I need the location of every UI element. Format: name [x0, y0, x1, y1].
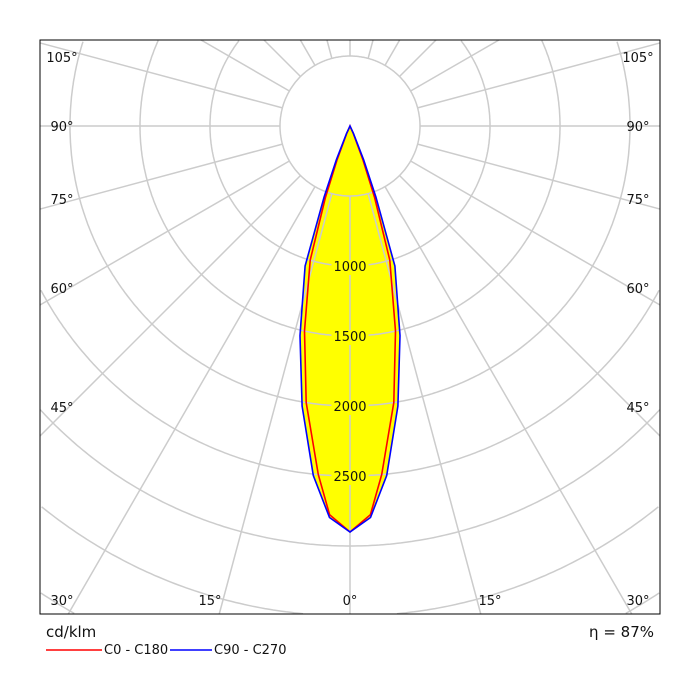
- grid-radial-line: [39, 160, 290, 306]
- radial-tick-label: 1000: [333, 260, 366, 275]
- radial-tick-label: 2000: [333, 400, 366, 415]
- grid-radial-line: [300, 193, 333, 532]
- grid-radial-line: [398, 174, 661, 437]
- grid-radial-line: [39, 143, 283, 210]
- tick-label-bg: [331, 400, 369, 415]
- angle-label-right: 45°: [626, 401, 649, 416]
- grid-circle: [139, 40, 561, 337]
- grid-circle: [39, 409, 661, 547]
- grid-radial-line: [39, 174, 302, 437]
- grid-radial-line: [417, 42, 661, 109]
- unit-label: cd/klm: [46, 623, 97, 641]
- angle-label-right: 75°: [626, 193, 649, 208]
- angle-label-right: 90°: [626, 120, 649, 135]
- polar-grid: [39, 39, 661, 615]
- radial-tick-label: 2500: [333, 470, 366, 485]
- angle-labels: 105° 90° 75° 60° 45° 30° 15° 105° 90° 75° 60° 45° 30…: [46, 51, 653, 609]
- grid-radial-line: [263, 39, 302, 78]
- grid-circle: [41, 506, 659, 615]
- grid-radial-line: [417, 143, 661, 210]
- grid-radial-line: [326, 39, 333, 59]
- angle-label-right: 30°: [626, 594, 649, 609]
- efficiency-label: η = 87%: [589, 623, 654, 641]
- angle-label-right: 105°: [622, 51, 653, 66]
- tick-label-bg: [331, 470, 369, 485]
- grid-radial-line: [384, 39, 401, 66]
- angle-label-left: 105°: [46, 51, 77, 66]
- angle-label-right: 60°: [626, 282, 649, 297]
- grid-circle: [69, 41, 631, 407]
- grid-radial-line: [398, 39, 437, 78]
- grid-radial-line: [299, 39, 316, 66]
- grid-radial-line: [67, 186, 316, 615]
- grid-radial-line: [200, 39, 290, 92]
- grid-radial-line: [39, 42, 283, 109]
- grid-radial-line: [367, 193, 400, 532]
- angle-label-zero: 0°: [343, 594, 358, 609]
- radial-tick-labels: 1000 1500 2000 2500: [331, 260, 369, 485]
- grid-circle: [40, 592, 660, 615]
- grid-circle: [209, 40, 491, 267]
- grid-radial-line: [410, 160, 661, 306]
- chart-frame: [39, 39, 661, 615]
- angle-label-left: 75°: [50, 193, 73, 208]
- tick-label-bg: [331, 260, 369, 275]
- angle-label-right: 15°: [478, 594, 501, 609]
- grid-radial-line: [384, 186, 633, 615]
- angle-label-left: 45°: [50, 401, 73, 416]
- tick-label-bg: [331, 330, 369, 345]
- angle-label-left: 90°: [50, 120, 73, 135]
- legend-label-c0-c180: C0 - C180: [104, 643, 169, 658]
- legend-label-c90-c270: C90 - C270: [214, 643, 287, 658]
- series-line-1: [299, 124, 401, 533]
- grid-radial-line: [367, 39, 374, 59]
- radial-tick-label: 1500: [333, 330, 366, 345]
- angle-label-left: 15°: [198, 594, 221, 609]
- grid-circle: [40, 289, 660, 477]
- grid-radial-line: [410, 39, 500, 92]
- angle-label-left: 30°: [50, 594, 73, 609]
- angle-label-left: 60°: [50, 282, 73, 297]
